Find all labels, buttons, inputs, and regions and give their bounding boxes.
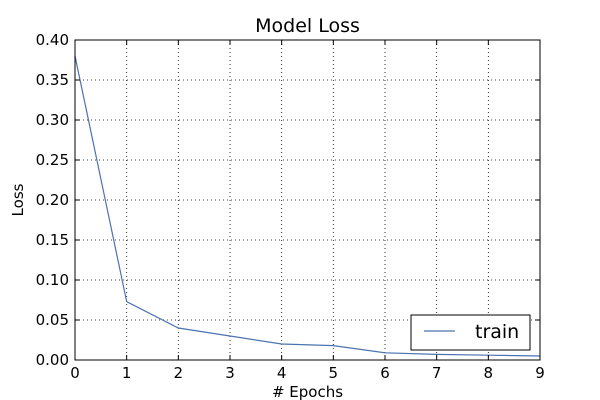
- legend: train: [410, 314, 531, 351]
- tick-marks: [74, 39, 541, 361]
- y-tick-label: 0.20: [36, 191, 69, 209]
- x-tick-label: 4: [277, 364, 287, 382]
- y-axis-title: Loss: [9, 183, 27, 216]
- x-tick-label: 5: [329, 364, 339, 382]
- x-tick-labels: 0 1 2 3 4 5 6 7 8 9: [70, 364, 545, 382]
- x-tick-label: 2: [174, 364, 184, 382]
- x-tick-label: 9: [535, 364, 545, 382]
- y-tick-label: 0.25: [36, 151, 69, 169]
- y-tick-label: 0.05: [36, 311, 69, 329]
- y-tick-label: 0.35: [36, 71, 69, 89]
- x-tick-label: 1: [122, 364, 132, 382]
- x-tick-label: 3: [225, 364, 235, 382]
- x-tick-label: 6: [380, 364, 390, 382]
- y-tick-labels: 0.00 0.05 0.10 0.15 0.20 0.25 0.30 0.35 0.40: [36, 31, 69, 369]
- x-tick-label: 8: [484, 364, 494, 382]
- x-axis-title: # Epochs: [272, 383, 343, 400]
- y-tick-label: 0.30: [36, 111, 69, 129]
- legend-box: [410, 314, 531, 351]
- y-tick-label: 0.15: [36, 231, 69, 249]
- series-layer: [74, 55, 541, 357]
- x-tick-label: 7: [432, 364, 442, 382]
- legend-label-train: train: [475, 321, 519, 343]
- x-tick-label: 0: [70, 364, 80, 382]
- series-line-train: [74, 55, 541, 357]
- chart-title: Model Loss: [255, 15, 360, 37]
- y-tick-label: 0.00: [36, 351, 69, 369]
- grid-lines: [75, 40, 540, 360]
- y-tick-label: 0.40: [36, 31, 69, 49]
- y-tick-label: 0.10: [36, 271, 69, 289]
